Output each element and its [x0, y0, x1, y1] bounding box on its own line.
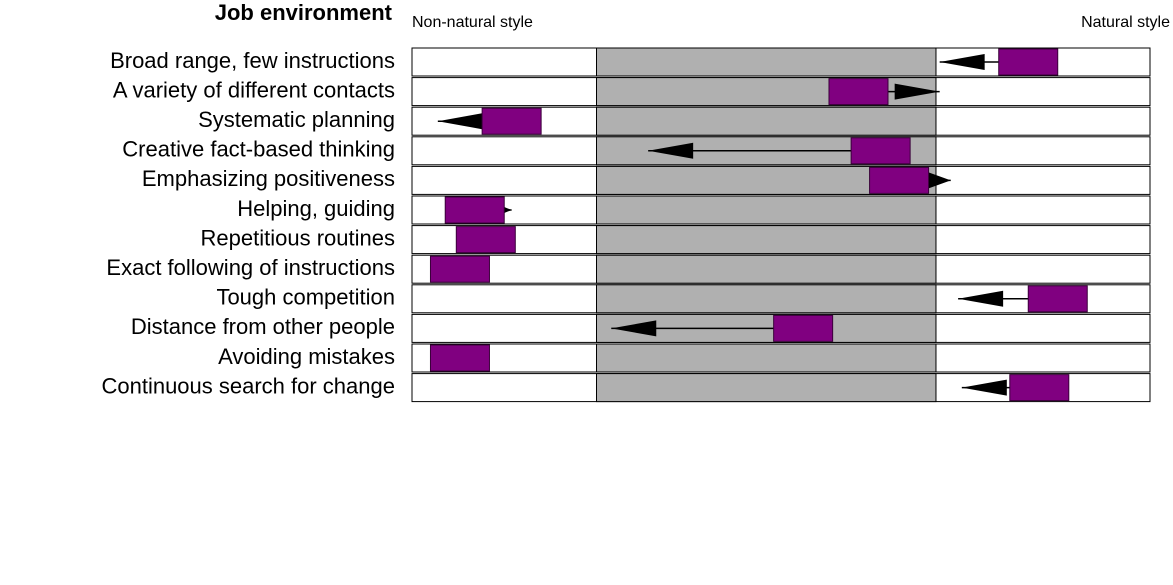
- category-label: Tough competition: [216, 285, 395, 310]
- natural-band: [596, 343, 937, 373]
- right-label: Natural style: [1081, 14, 1170, 31]
- arrow-head: [939, 54, 985, 70]
- left-label: Non-natural style: [412, 14, 533, 31]
- category-label: Emphasizing positiveness: [142, 166, 395, 191]
- arrow: [961, 379, 1010, 396]
- value-box: [1009, 374, 1070, 402]
- category-label: A variety of different contacts: [113, 77, 395, 102]
- arrow: [887, 83, 940, 100]
- value-box: [429, 344, 490, 372]
- arrow: [648, 142, 852, 159]
- natural-band: [596, 373, 937, 403]
- category-label: Avoiding mistakes: [218, 344, 395, 369]
- arrow-head: [611, 320, 657, 337]
- value-box: [998, 48, 1059, 76]
- value-box: [481, 107, 542, 135]
- category-label: Systematic planning: [198, 107, 395, 132]
- arrow-head: [928, 172, 951, 189]
- arrow: [928, 172, 951, 189]
- natural-band: [596, 195, 937, 225]
- arrow-head: [648, 142, 694, 159]
- category-label: Distance from other people: [131, 314, 395, 339]
- arrow-head: [961, 379, 1007, 396]
- arrow-head: [504, 207, 512, 213]
- arrow: [958, 290, 1029, 307]
- arrow: [437, 113, 483, 130]
- arrow: [939, 54, 999, 70]
- value-box: [429, 255, 490, 283]
- arrow-head: [958, 290, 1004, 307]
- category-label: Repetitious routines: [201, 225, 395, 250]
- value-box: [828, 78, 889, 106]
- value-box: [1027, 285, 1088, 313]
- category-label: Continuous search for change: [101, 373, 395, 398]
- arrow: [611, 320, 774, 337]
- arrow: [504, 207, 512, 213]
- natural-band: [596, 254, 937, 284]
- natural-band: [596, 47, 937, 77]
- value-box: [850, 137, 911, 165]
- value-box: [773, 314, 834, 342]
- category-label: Helping, guiding: [237, 196, 395, 221]
- value-box: [444, 196, 505, 224]
- category-label: Exact following of instructions: [106, 255, 395, 280]
- arrow-head: [437, 113, 483, 130]
- natural-band: [596, 225, 937, 255]
- category-label: Broad range, few instructions: [110, 48, 395, 73]
- category-label: Creative fact-based thinking: [122, 137, 395, 162]
- natural-band: [596, 284, 937, 314]
- chart-title: Job environment: [215, 0, 393, 25]
- arrow-head: [894, 83, 940, 100]
- natural-band: [596, 106, 937, 136]
- value-box: [455, 226, 516, 254]
- value-box: [869, 166, 930, 194]
